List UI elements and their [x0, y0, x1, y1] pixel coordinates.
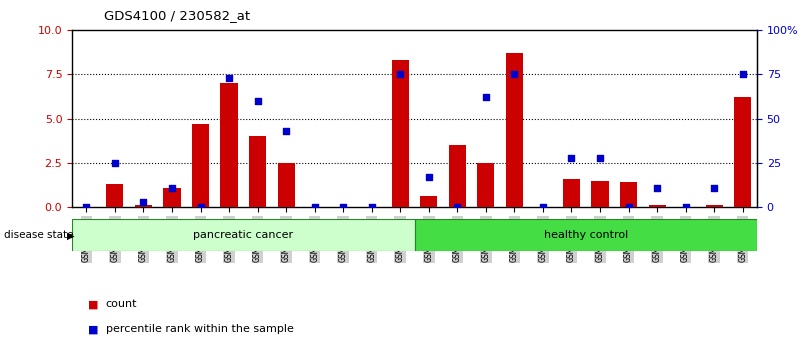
Bar: [563, 179, 580, 207]
Point: [194, 204, 207, 210]
Text: ▶: ▶: [66, 230, 74, 240]
Bar: [734, 97, 751, 207]
Point: [80, 204, 93, 210]
Point: [422, 174, 435, 180]
Point: [223, 75, 235, 81]
Bar: [505, 53, 523, 207]
Point: [252, 98, 264, 104]
Point: [480, 95, 493, 100]
Point: [394, 72, 407, 77]
Text: ■: ■: [88, 324, 99, 334]
Bar: [415, 219, 757, 251]
Bar: [706, 205, 723, 207]
Bar: [620, 182, 637, 207]
Point: [736, 72, 749, 77]
Bar: [649, 205, 666, 207]
Bar: [192, 124, 209, 207]
Bar: [421, 196, 437, 207]
Text: ■: ■: [88, 299, 99, 309]
Text: disease state: disease state: [4, 230, 74, 240]
Point: [365, 204, 378, 210]
Point: [650, 185, 663, 190]
Bar: [163, 188, 180, 207]
Bar: [72, 219, 415, 251]
Point: [622, 204, 635, 210]
Point: [708, 185, 721, 190]
Bar: [591, 181, 609, 207]
Point: [108, 160, 121, 166]
Text: percentile rank within the sample: percentile rank within the sample: [106, 324, 294, 334]
Text: healthy control: healthy control: [544, 230, 628, 240]
Text: GDS4100 / 230582_at: GDS4100 / 230582_at: [104, 9, 250, 22]
Bar: [135, 205, 152, 207]
Bar: [477, 163, 494, 207]
Bar: [107, 184, 123, 207]
Text: pancreatic cancer: pancreatic cancer: [193, 230, 293, 240]
Bar: [220, 83, 238, 207]
Bar: [277, 163, 295, 207]
Point: [537, 204, 549, 210]
Bar: [449, 145, 466, 207]
Point: [565, 155, 578, 160]
Bar: [392, 60, 409, 207]
Point: [679, 204, 692, 210]
Point: [336, 204, 349, 210]
Point: [594, 155, 606, 160]
Point: [451, 204, 464, 210]
Point: [280, 128, 292, 134]
Point: [166, 185, 179, 190]
Point: [508, 72, 521, 77]
Text: count: count: [106, 299, 137, 309]
Point: [137, 199, 150, 205]
Bar: [249, 136, 266, 207]
Point: [308, 204, 321, 210]
